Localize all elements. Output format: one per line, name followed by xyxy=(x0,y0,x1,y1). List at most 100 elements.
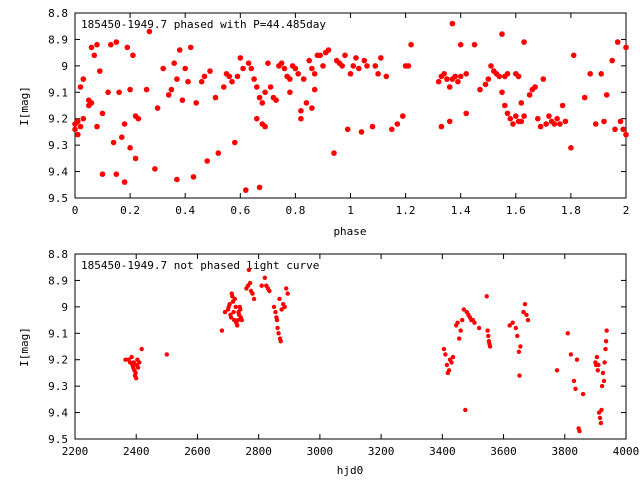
x-tick-label: 3600 xyxy=(490,445,517,458)
data-point xyxy=(94,41,100,48)
data-point xyxy=(108,41,114,48)
data-point xyxy=(124,44,131,51)
data-point xyxy=(516,349,522,354)
data-point xyxy=(435,78,442,85)
data-point xyxy=(449,20,456,27)
y-tick-label: 8.9 xyxy=(48,274,68,287)
phased-lightcurve-panel: 185450-1949.7 phased with P=44.485day ph… xyxy=(18,7,629,238)
data-point xyxy=(499,89,505,96)
data-point xyxy=(72,126,78,133)
data-point xyxy=(245,60,252,66)
data-point xyxy=(580,391,586,397)
data-point xyxy=(612,126,618,133)
data-point xyxy=(298,108,304,114)
x-tick-label: 4000 xyxy=(613,445,640,458)
data-point xyxy=(400,113,406,119)
data-point xyxy=(522,302,528,307)
chart-title: 185450-1949.7 phased with P=44.485day xyxy=(81,18,326,31)
data-point xyxy=(282,304,287,310)
y-tick-label: 9.4 xyxy=(48,407,68,420)
y-axis-label: I[mag] xyxy=(18,86,31,126)
data-point xyxy=(187,44,194,51)
data-point xyxy=(446,118,453,125)
data-point xyxy=(139,346,144,352)
data-point xyxy=(458,328,463,333)
data-point xyxy=(598,420,604,426)
x-tick-label: 2 xyxy=(623,204,630,217)
y-tick-label: 9.5 xyxy=(48,433,68,446)
data-point xyxy=(546,113,552,119)
data-point xyxy=(240,65,246,72)
data-point xyxy=(116,89,122,96)
data-point xyxy=(232,296,237,302)
x-tick-label: 2200 xyxy=(62,445,89,458)
x-tick-label: 2800 xyxy=(245,445,272,458)
data-point xyxy=(239,317,244,323)
data-point xyxy=(231,309,236,315)
data-point xyxy=(113,39,120,45)
data-point xyxy=(259,283,264,288)
data-point xyxy=(278,339,283,344)
data-point xyxy=(287,89,293,96)
data-point xyxy=(281,65,288,72)
data-point xyxy=(609,57,615,64)
data-point xyxy=(408,41,414,48)
data-point xyxy=(378,55,384,61)
y-tick-label: 8.8 xyxy=(48,248,68,261)
data-point xyxy=(80,76,87,82)
data-point xyxy=(201,73,208,80)
data-point xyxy=(256,184,263,191)
data-point xyxy=(154,105,161,111)
data-point xyxy=(121,121,128,127)
data-point xyxy=(238,307,243,312)
data-point xyxy=(303,100,310,106)
data-point xyxy=(80,115,87,122)
data-point xyxy=(273,97,279,103)
data-point xyxy=(135,115,142,122)
y-tick-label: 9.2 xyxy=(48,354,68,367)
data-point xyxy=(253,84,260,90)
data-point xyxy=(300,76,307,82)
data-point xyxy=(222,309,228,315)
data-point xyxy=(603,346,608,352)
x-tick-label: 2400 xyxy=(123,445,150,458)
data-point xyxy=(339,63,346,69)
data-point xyxy=(513,113,519,119)
data-point xyxy=(526,92,533,98)
data-point xyxy=(525,317,531,323)
y-axis-label: I[mag] xyxy=(18,327,31,367)
data-point xyxy=(232,139,238,146)
data-point xyxy=(603,339,609,344)
data-point xyxy=(275,325,280,331)
data-point xyxy=(77,123,84,130)
data-point xyxy=(438,123,445,130)
data-point xyxy=(226,73,233,80)
data-point xyxy=(446,84,453,90)
data-point xyxy=(461,307,466,312)
data-point xyxy=(287,76,293,82)
data-point xyxy=(463,71,470,77)
data-points xyxy=(72,20,629,193)
data-point xyxy=(105,89,111,96)
data-point xyxy=(279,307,284,312)
data-point xyxy=(372,63,379,69)
data-point xyxy=(623,131,629,138)
data-point xyxy=(235,317,241,323)
data-point xyxy=(123,357,128,362)
data-point xyxy=(540,76,547,82)
data-point xyxy=(99,171,106,177)
data-point xyxy=(235,323,240,328)
data-point xyxy=(565,331,570,336)
data-point xyxy=(253,115,260,122)
data-point xyxy=(212,94,219,101)
x-tick-label: 0.6 xyxy=(230,204,250,217)
data-point xyxy=(460,317,465,323)
data-point xyxy=(168,86,175,93)
data-point xyxy=(251,76,257,82)
data-point xyxy=(285,291,290,296)
x-tick-label: 1.6 xyxy=(506,204,526,217)
x-tick-label: 0.8 xyxy=(285,204,305,217)
x-tick-label: 0 xyxy=(72,204,79,217)
x-tick-label: 3400 xyxy=(429,445,456,458)
